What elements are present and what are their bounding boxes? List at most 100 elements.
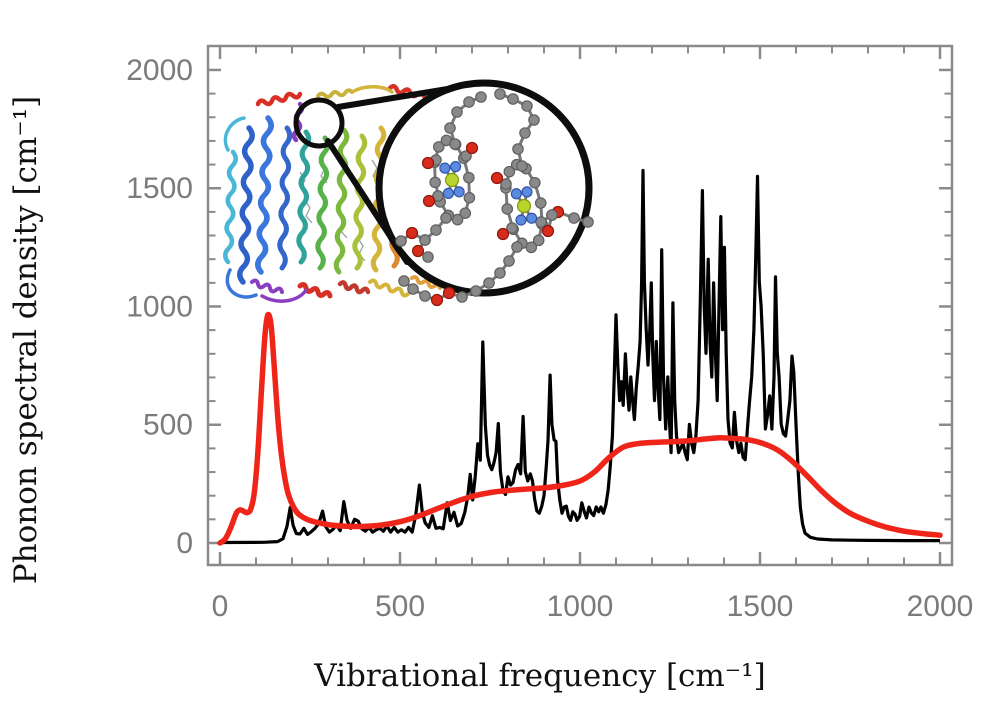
oxygen-atom: [430, 293, 444, 307]
nitrogen-atom: [515, 214, 527, 226]
carbon-atom: [395, 235, 407, 247]
carbon-atom: [463, 96, 475, 108]
plot-frame-and-ticks: [206, 44, 954, 567]
carbon-atom: [429, 176, 441, 189]
carbon-atom: [463, 191, 476, 204]
ribbon-helix: [316, 88, 354, 99]
protein-inset: [223, 79, 594, 307]
carbon-atom: [494, 88, 506, 100]
nitrogen-atom: [453, 186, 465, 198]
carbon-atom: [483, 277, 495, 289]
ribbon-helix: [277, 125, 293, 271]
carbon-atom: [407, 283, 419, 295]
carbon-atom: [521, 100, 533, 112]
carbon-atom: [534, 197, 547, 209]
carbon-atom: [475, 91, 487, 103]
nitrogen-atom: [510, 188, 522, 200]
frame-border: [206, 44, 954, 567]
ribbon-helix: [223, 149, 238, 265]
carbon-atom: [398, 275, 410, 287]
y-axis-title: Phonon spectral density [cm⁻¹]: [8, 96, 44, 584]
oxygen-atom: [490, 171, 504, 185]
oxygen-atom: [422, 194, 436, 208]
ribbon-helix: [250, 278, 284, 294]
x-tick-label: 1000: [547, 590, 614, 623]
magnesium-atom: [516, 198, 532, 214]
carbon-atom: [503, 255, 515, 267]
carbon-atom: [500, 178, 512, 190]
carbon-atom: [494, 267, 506, 279]
carbon-atom: [546, 209, 558, 221]
carbon-atom: [430, 224, 442, 236]
carbon-atom: [525, 241, 538, 254]
ribbon-loop: [350, 85, 394, 94]
carbon-atom: [506, 222, 518, 234]
carbon-atom: [419, 290, 431, 302]
oxygen-atom: [541, 224, 555, 238]
carbon-atom: [432, 190, 444, 202]
chlorophyll-molecule: [398, 88, 594, 307]
oxygen-atom: [465, 141, 479, 155]
ribbon-helix: [333, 127, 350, 275]
carbon-atom: [532, 234, 545, 247]
nitrogen-atom: [449, 161, 462, 173]
carbon-atom: [449, 138, 461, 150]
oxygen-atom: [405, 226, 419, 240]
nitrogen-atom: [439, 162, 451, 174]
carbon-atom: [501, 203, 514, 215]
y-tick-label: 1000: [126, 290, 193, 323]
carbon-atom: [519, 127, 531, 139]
ribbon-helix: [337, 280, 371, 295]
ribbon-helix: [352, 133, 368, 271]
x-tick-label: 1500: [727, 590, 794, 623]
carbon-atom: [422, 251, 434, 263]
spectrum-curves: [217, 168, 943, 546]
x-axis-title: Vibrational frequency [cm⁻¹]: [313, 658, 765, 694]
carbon-atom: [535, 216, 547, 228]
magnifier-source-circle: [293, 97, 345, 149]
x-tick-label: 0: [212, 590, 229, 623]
ribbon-helix: [237, 125, 255, 285]
carbon-atom: [451, 106, 463, 118]
ribbon-loop: [223, 116, 246, 152]
carbon-atom: [463, 171, 475, 184]
ribbon-helix: [410, 274, 442, 290]
carbon-atom: [440, 212, 452, 224]
ribbon-helix: [255, 91, 303, 107]
carbon-atom: [582, 216, 594, 228]
magnifier-lens-circle: [375, 79, 593, 297]
oxygen-atom: [442, 286, 456, 300]
chlorophyll-molecule: [395, 91, 487, 263]
carbon-atom: [511, 241, 523, 253]
y-tick-label: 2000: [126, 54, 193, 87]
carbon-atom: [528, 114, 540, 126]
y-tick-label: 500: [143, 409, 193, 442]
x-tick-label: 2000: [907, 590, 974, 623]
ribbon-helix: [255, 115, 274, 275]
oxygen-atom: [411, 244, 425, 258]
carbon-atom: [460, 150, 472, 162]
carbon-atom: [516, 160, 528, 172]
nitrogen-atom: [521, 186, 533, 198]
ribbon-helix: [315, 135, 331, 271]
ribbon-helix: [296, 129, 312, 265]
carbon-atom: [444, 122, 456, 134]
y-tick-label: 0: [176, 527, 193, 560]
carbon-atom: [456, 291, 468, 303]
ribbon-helix: [368, 278, 410, 298]
red-spectrum-curve: [217, 311, 943, 546]
carbon-atom: [568, 212, 580, 224]
oxygen-atom: [496, 227, 510, 241]
carbon-atom: [470, 285, 482, 297]
carbon-atom: [529, 176, 541, 189]
ligand-stick: [304, 199, 313, 224]
tick-labels: 0 500 1000 1500 2000 0 500 1000 1500 2000: [126, 54, 973, 623]
carbon-atom: [432, 141, 445, 153]
carbon-atom: [459, 207, 472, 219]
carbon-atom: [512, 143, 524, 155]
magnesium-atom: [444, 172, 460, 188]
ribbon-helix: [297, 282, 333, 299]
oxygen-atom: [421, 156, 435, 170]
